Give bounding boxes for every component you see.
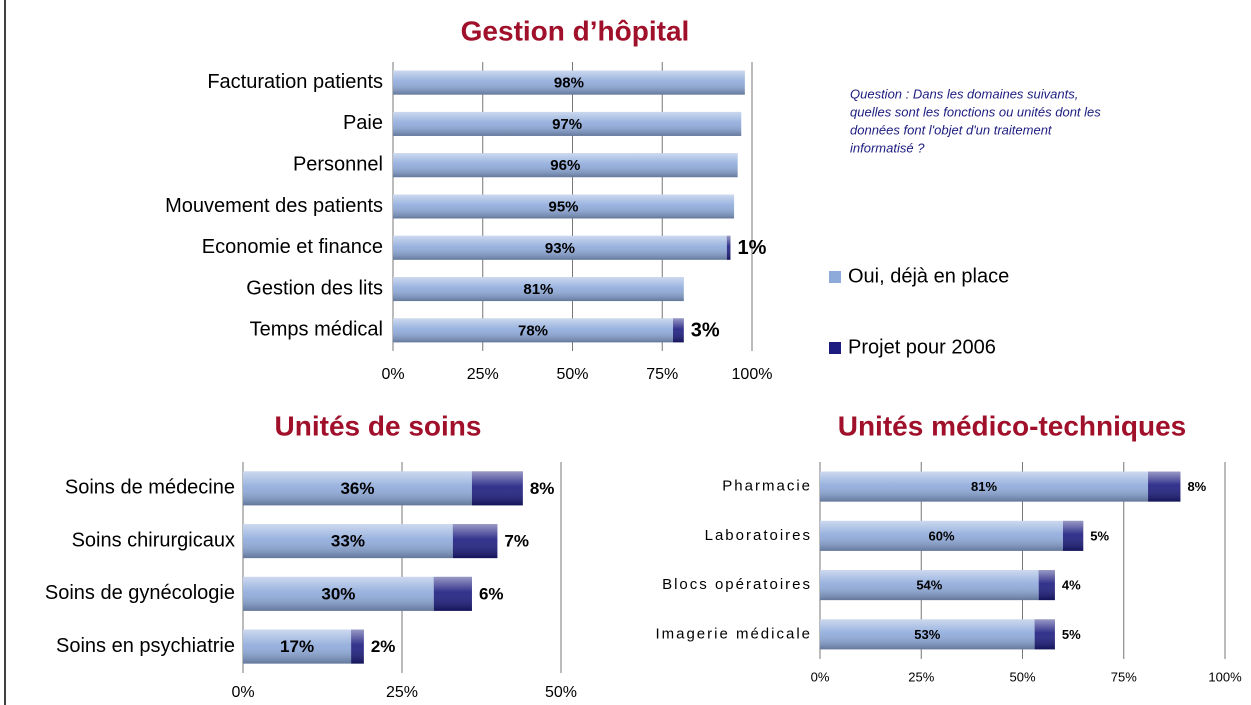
x-tick-label: 75% <box>646 366 678 383</box>
bar-shine <box>351 629 364 664</box>
category-label: Imagerie médicale <box>655 625 812 642</box>
x-tick-label: 25% <box>908 669 934 684</box>
bar-shine <box>433 576 472 611</box>
x-tick-label: 100% <box>1208 669 1242 684</box>
x-tick-label: 50% <box>1009 669 1035 684</box>
value-label: 33% <box>331 532 365 551</box>
bar-shine <box>673 318 684 343</box>
x-tick-label: 25% <box>386 684 418 701</box>
category-label: Blocs opératoires <box>662 576 812 593</box>
x-tick-label: 50% <box>556 366 588 383</box>
bar-shine <box>820 619 1035 650</box>
bar-shine <box>393 277 684 302</box>
bar-shine <box>393 153 738 178</box>
value-label: 53% <box>914 627 940 642</box>
value-label: 78% <box>518 322 548 339</box>
annotation: données font l'objet d'un traitement <box>850 122 1053 137</box>
bar-shine <box>393 235 727 260</box>
value-label: 81% <box>971 479 997 494</box>
category-label: Personnel <box>293 153 383 175</box>
x-tick-label: 75% <box>1111 669 1137 684</box>
bar-shine <box>820 570 1039 601</box>
value-label: 98% <box>554 75 584 92</box>
bar-shine <box>393 111 742 136</box>
value-label: 8% <box>530 479 555 498</box>
bar-shine <box>393 318 674 343</box>
category-label: Temps médical <box>250 319 383 341</box>
value-label: 2% <box>371 637 396 656</box>
annotation: informatisé ? <box>850 140 925 155</box>
annotation: Question : Dans les domaines suivants, <box>850 86 1078 101</box>
bar-shine <box>1038 570 1055 601</box>
value-label: 5% <box>1062 627 1081 642</box>
chart-title: Unités médico-techniques <box>838 410 1187 441</box>
annotation: quelles sont les fonctions ou unités don… <box>850 104 1101 119</box>
bar-shine <box>243 524 453 559</box>
value-label: 4% <box>1062 578 1081 593</box>
x-tick-label: 0% <box>231 684 254 701</box>
category-label: Economie et finance <box>202 236 383 258</box>
value-label: 7% <box>504 532 529 551</box>
value-label: 5% <box>1090 528 1109 543</box>
legend-swatch <box>829 342 841 354</box>
chart-title: Unités de soins <box>275 410 482 441</box>
bar-shine <box>1034 619 1055 650</box>
category-label: Facturation patients <box>207 71 383 93</box>
value-label: 97% <box>552 116 582 133</box>
value-label: 95% <box>549 198 579 215</box>
x-tick-label: 100% <box>732 366 773 383</box>
value-label: 17% <box>280 637 314 656</box>
bar-shine <box>452 524 498 559</box>
category-label: Pharmacie <box>722 478 812 495</box>
category-label: Mouvement des patients <box>165 195 383 217</box>
legend-label: Oui, déjà en place <box>848 265 1009 287</box>
category-label: Soins de médecine <box>65 477 235 499</box>
x-tick-label: 25% <box>467 366 499 383</box>
category-label: Soins de gynécologie <box>45 582 235 604</box>
chart-title: Gestion d’hôpital <box>461 15 690 46</box>
category-label: Soins en psychiatrie <box>56 635 235 657</box>
value-label: 60% <box>928 528 954 543</box>
value-label: 8% <box>1187 479 1206 494</box>
legend-swatch <box>829 271 841 283</box>
value-label: 81% <box>523 281 553 298</box>
bar-shine <box>243 576 434 611</box>
bar-shine <box>1148 471 1181 502</box>
value-label: 30% <box>321 584 355 603</box>
value-label: 54% <box>916 578 942 593</box>
value-label: 93% <box>545 240 575 257</box>
value-label: 1% <box>737 237 766 259</box>
category-label: Soins chirurgicaux <box>72 529 235 551</box>
bar-shine <box>393 70 745 95</box>
bar-shine <box>820 471 1149 502</box>
category-label: Gestion des lits <box>246 277 383 299</box>
category-label: Paie <box>343 112 383 134</box>
bar-shine <box>726 235 731 260</box>
x-tick-label: 50% <box>545 684 577 701</box>
category-label: Laboratoires <box>705 527 812 544</box>
bar-shine <box>1063 520 1084 551</box>
bar-shine <box>243 629 352 664</box>
value-label: 6% <box>479 584 504 603</box>
bar-shine <box>393 194 735 219</box>
legend-label: Projet pour 2006 <box>848 336 996 358</box>
value-label: 3% <box>691 320 720 342</box>
bar-shine <box>243 471 472 506</box>
value-label: 36% <box>340 479 374 498</box>
bar-shine <box>471 471 523 506</box>
bar-shine <box>820 520 1063 551</box>
x-tick-label: 0% <box>811 669 830 684</box>
x-tick-label: 0% <box>381 366 404 383</box>
value-label: 96% <box>550 157 580 174</box>
